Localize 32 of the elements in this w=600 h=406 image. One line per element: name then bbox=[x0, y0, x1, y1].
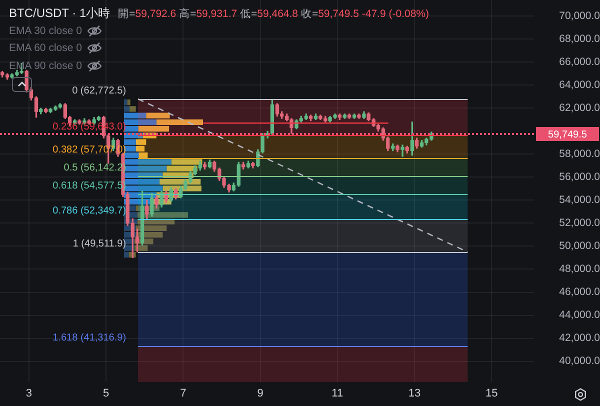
y-tick-label: 42,000.0 bbox=[559, 332, 600, 344]
y-tick-label: 58,000.0 bbox=[559, 148, 600, 160]
y-tick-label: 52,000.0 bbox=[559, 217, 600, 230]
y-tick-label: 62,000.0 bbox=[559, 102, 600, 114]
ref-line-label: 0 (62,772.5) bbox=[72, 85, 126, 96]
y-tick-label: 46,000.0 bbox=[559, 286, 600, 298]
annotation: EMA 30 close 0 bbox=[9, 24, 82, 37]
ref-line-label: 0.786 (52,349.7) bbox=[52, 205, 126, 216]
x-tick-label: 13 bbox=[408, 388, 421, 400]
y-tick-label: 68,000.0 bbox=[559, 33, 600, 46]
text: 開=59,792.6 高=59,931.7 低=59,464.8 收=59,749.5 -47.9 (-0.08%) bbox=[118, 8, 429, 20]
y-tick-label: 40,000.0 bbox=[559, 355, 600, 368]
x-tick-label: 3 bbox=[26, 388, 32, 400]
y-tick-label: 44,000.0 bbox=[559, 309, 600, 322]
ref-line-label: 59,749.5 bbox=[548, 129, 588, 140]
ref-line-label: 1 (49,511.9) bbox=[72, 238, 126, 250]
annotation: EMA 60 close 0 bbox=[9, 42, 82, 54]
y-tick-label: 64,000.0 bbox=[559, 79, 600, 92]
y-tick-label: 54,000.0 bbox=[559, 194, 600, 206]
x-tick-label: 11 bbox=[332, 388, 344, 400]
y-tick-label: 56,000.0 bbox=[559, 171, 600, 184]
ref-line-label: 1.618 (41,316.9) bbox=[52, 332, 126, 344]
y-tick-label: 50,000.0 bbox=[559, 240, 600, 252]
y-tick-label: 66,000.0 bbox=[559, 56, 600, 68]
y-tick-label: 48,000.0 bbox=[559, 263, 600, 276]
text: BTC/USDT · 1小時 bbox=[9, 5, 110, 22]
x-tick-label: 9 bbox=[257, 388, 264, 400]
x-tick-label: 5 bbox=[102, 388, 110, 400]
x-tick-label: 7 bbox=[180, 388, 186, 400]
candlestick bbox=[400, 144, 404, 157]
y-tick-label: 70,000.0 bbox=[559, 10, 600, 22]
x-tick-label: 15 bbox=[485, 388, 498, 400]
